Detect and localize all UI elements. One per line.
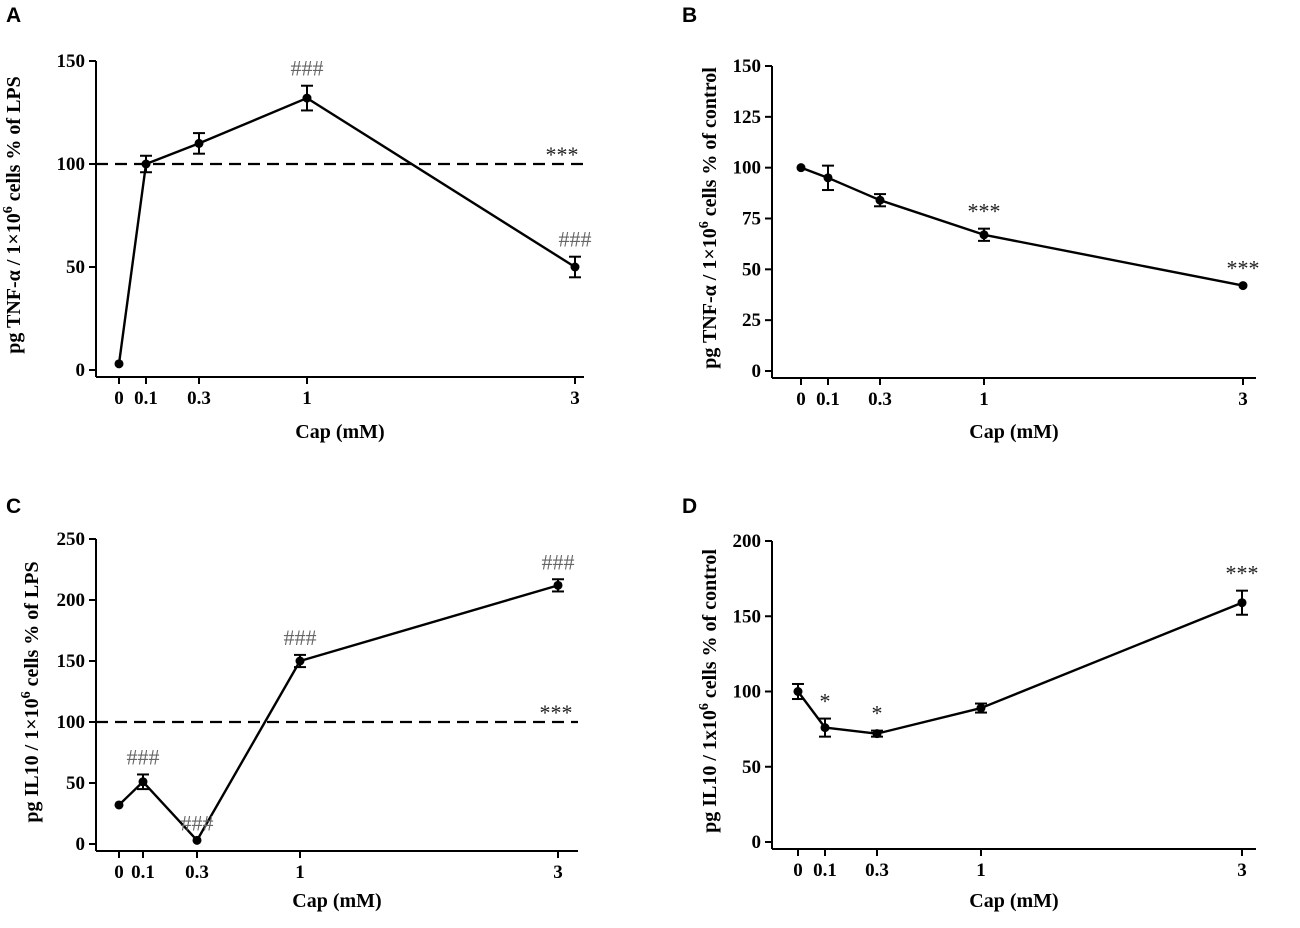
data-point — [820, 723, 830, 733]
y-axis-title: pg TNF-α / 1×106 cells % of LPS — [1, 76, 25, 354]
data-point — [796, 163, 806, 173]
data-point — [553, 580, 563, 590]
x-tick-label: 1 — [979, 389, 989, 410]
point-annotation: *** — [968, 199, 1001, 224]
y-tick-label: 0 — [752, 361, 762, 382]
reference-line-label: *** — [540, 700, 573, 725]
x-tick-label: 0 — [796, 389, 806, 410]
series-line — [118, 584, 559, 842]
x-axis-title: Cap (mM) — [295, 421, 384, 443]
data-point — [295, 656, 305, 666]
data-point — [114, 359, 124, 369]
x-tick-label: 0.1 — [134, 388, 158, 409]
panel-letter: B — [682, 4, 697, 27]
x-tick-label: 1 — [302, 388, 312, 409]
y-tick-label: 150 — [733, 606, 762, 627]
y-tick-label: 125 — [733, 107, 762, 128]
y-tick-label: 50 — [742, 259, 761, 280]
x-tick-label: 0 — [114, 388, 124, 409]
x-tick-label: 0.3 — [187, 388, 211, 409]
x-tick-label: 1 — [295, 862, 305, 883]
data-point — [114, 800, 124, 810]
y-axis-title: pg IL10 / 1x106 cells % of control — [697, 549, 721, 833]
y-tick-label: 100 — [57, 154, 86, 175]
series-line — [800, 166, 1244, 287]
data-point — [570, 262, 580, 272]
point-annotation: ### — [291, 56, 324, 81]
x-tick-label: 3 — [1237, 860, 1247, 881]
series-line — [797, 601, 1243, 735]
y-tick-label: 75 — [742, 209, 761, 230]
y-tick-label: 100 — [57, 712, 86, 733]
y-tick-label: 25 — [742, 310, 761, 331]
y-axis-title: pg IL10 / 1×106 cells % of LPS — [19, 561, 43, 822]
panel-b: B 0 25 50 75 100 125 150 0 0.1 0.3 1 3 Cap (mM) pg TNF… — [682, 4, 1260, 443]
point-annotation: ### — [181, 810, 214, 835]
panel-d: D 0 50 100 150 200 0 0.1 0.3 1 3 Cap (mM) pg IL10 / … — [682, 495, 1259, 912]
x-tick-label: 0.3 — [185, 862, 209, 883]
x-tick-label: 0 — [793, 860, 803, 881]
x-axis-title: Cap (mM) — [969, 421, 1058, 443]
data-point — [194, 138, 204, 148]
x-tick-label: 0.3 — [865, 860, 889, 881]
y-tick-label: 150 — [57, 651, 86, 672]
x-axis-title: Cap (mM) — [292, 890, 381, 912]
x-tick-label: 0.3 — [868, 389, 892, 410]
data-point — [793, 687, 803, 696]
panel-letter: A — [6, 4, 21, 27]
reference-line-label: *** — [546, 142, 579, 167]
y-tick-label: 50 — [66, 773, 85, 794]
panel-letter: D — [682, 495, 697, 518]
x-axis-title: Cap (mM) — [969, 890, 1058, 912]
data-point — [138, 777, 148, 787]
point-annotation: ### — [127, 744, 160, 769]
data-point — [875, 195, 885, 205]
data-point — [302, 93, 312, 103]
panel-c: C 0 50 100 150 200 250 0 0.1 0.3 1 3 Cap (mM) pg IL10… — [6, 495, 578, 912]
point-annotation: ### — [559, 227, 592, 252]
point-annotation: *** — [1227, 256, 1260, 281]
y-tick-label: 0 — [76, 360, 86, 381]
point-annotation: ### — [284, 625, 317, 650]
y-tick-label: 150 — [733, 56, 762, 77]
y-tick-label: 50 — [66, 257, 85, 278]
point-annotation: * — [872, 701, 883, 726]
y-tick-label: 200 — [57, 590, 86, 611]
x-tick-label: 3 — [570, 388, 580, 409]
y-tick-label: 100 — [733, 158, 762, 179]
data-point — [1237, 598, 1247, 608]
point-annotation: * — [820, 689, 831, 714]
y-tick-label: 250 — [57, 529, 86, 550]
data-point — [192, 835, 202, 845]
data-point — [979, 230, 989, 240]
y-axis-title: pg TNF-α / 1×106 cells % of control — [697, 67, 721, 369]
point-annotation: *** — [1226, 561, 1259, 586]
data-point — [141, 159, 151, 169]
data-point — [823, 173, 833, 183]
x-tick-label: 0.1 — [816, 389, 840, 410]
panel-a: A 0 50 100 150 0 0.1 0.3 1 3 Cap (mM) pg TNF-α / 1×… — [1, 4, 592, 443]
series-line — [117, 96, 576, 364]
y-tick-label: 100 — [733, 682, 762, 703]
y-tick-label: 0 — [76, 834, 86, 855]
data-point — [1238, 281, 1248, 291]
y-tick-label: 0 — [752, 832, 762, 853]
x-tick-label: 1 — [976, 860, 986, 881]
x-tick-label: 0.1 — [813, 860, 837, 881]
y-tick-label: 150 — [57, 51, 86, 72]
panel-letter: C — [6, 495, 21, 518]
x-tick-label: 0.1 — [131, 862, 155, 883]
point-annotation: ### — [542, 549, 575, 574]
y-tick-label: 50 — [742, 757, 761, 778]
data-point — [976, 703, 986, 713]
data-point — [872, 729, 882, 739]
x-tick-label: 0 — [114, 862, 124, 883]
y-tick-label: 200 — [733, 531, 762, 552]
x-tick-label: 3 — [1238, 389, 1248, 410]
x-tick-label: 3 — [553, 862, 563, 883]
